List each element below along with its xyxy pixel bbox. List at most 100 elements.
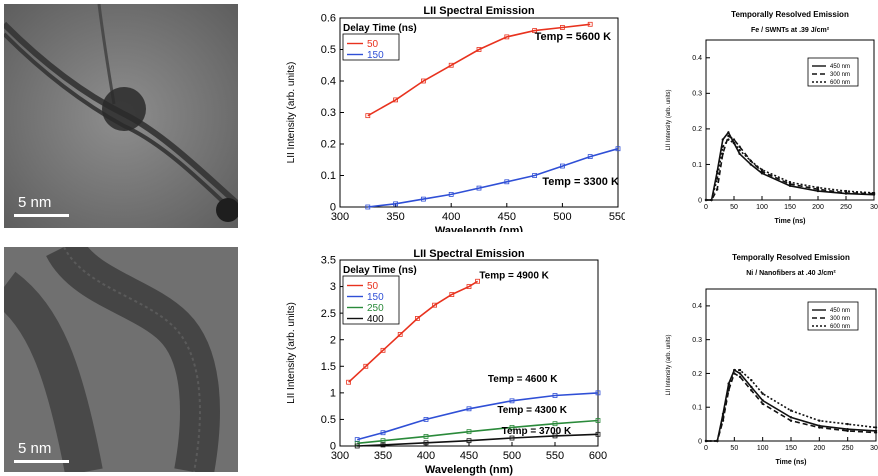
data-point bbox=[559, 25, 565, 30]
y-tick-label: 0.3 bbox=[321, 107, 336, 119]
x-tick-label: 200 bbox=[812, 204, 824, 211]
data-point bbox=[818, 426, 821, 429]
data-point bbox=[816, 188, 820, 191]
x-tick-label: 50 bbox=[730, 204, 738, 211]
x-tick-label: 400 bbox=[442, 211, 460, 223]
data-point bbox=[380, 347, 386, 353]
y-axis-label: LII Intensity (arb. units) bbox=[666, 89, 672, 150]
x-tick-label: 550 bbox=[546, 450, 564, 462]
data-point bbox=[449, 292, 455, 297]
y-tick-label: 0.2 bbox=[321, 139, 336, 151]
x-tick-label: 250 bbox=[840, 204, 852, 211]
scale-label: 5 nm bbox=[18, 194, 52, 211]
data-point bbox=[432, 302, 438, 308]
chart-title: LII Spectral Emission bbox=[413, 248, 525, 260]
data-point bbox=[874, 429, 878, 433]
data-point bbox=[559, 163, 565, 169]
y-tick-label: 0 bbox=[330, 202, 336, 214]
series-line-150 bbox=[356, 392, 599, 441]
data-point bbox=[423, 434, 429, 439]
legend-label: 150 bbox=[367, 50, 384, 61]
scale-bar bbox=[14, 460, 69, 463]
data-point bbox=[760, 168, 764, 171]
data-point bbox=[509, 398, 515, 404]
y-tick-label: 0 bbox=[698, 438, 702, 445]
data-point bbox=[788, 184, 792, 187]
data-point bbox=[846, 422, 849, 426]
data-point bbox=[423, 417, 429, 422]
data-point bbox=[732, 138, 736, 141]
temperature-annotation: Temp = 4300 K bbox=[497, 405, 567, 416]
data-point bbox=[721, 138, 724, 141]
data-point bbox=[738, 368, 742, 372]
data-point bbox=[738, 372, 742, 375]
data-point bbox=[595, 390, 601, 396]
series-line-450-nm bbox=[706, 368, 877, 442]
data-point bbox=[716, 170, 719, 173]
data-point bbox=[448, 191, 454, 197]
data-point bbox=[816, 186, 820, 189]
data-point bbox=[448, 62, 454, 68]
y-tick-label: 0.3 bbox=[692, 91, 702, 98]
data-point bbox=[818, 419, 821, 422]
data-point bbox=[874, 426, 878, 429]
data-point bbox=[414, 316, 420, 321]
y-tick-label: 0.4 bbox=[321, 76, 336, 88]
data-point bbox=[761, 402, 764, 406]
data-point bbox=[732, 141, 736, 145]
data-point bbox=[789, 409, 793, 412]
series-line-300-nm bbox=[706, 134, 875, 201]
legend-label: 50 bbox=[367, 39, 379, 50]
legend-label: 450 nm bbox=[830, 64, 850, 70]
y-tick-label: 1.5 bbox=[321, 361, 336, 373]
data-point bbox=[504, 179, 510, 185]
data-point bbox=[844, 189, 848, 193]
legend-box bbox=[342, 33, 400, 61]
x-tick-label: 350 bbox=[374, 450, 392, 462]
data-point bbox=[532, 28, 538, 34]
y-tick-label: 3 bbox=[330, 281, 336, 293]
legend-label: 50 bbox=[367, 281, 379, 292]
series-line-450-nm bbox=[706, 130, 875, 201]
x-tick-label: 300 bbox=[870, 445, 878, 452]
temperature-annotation: Temp = 4900 K bbox=[479, 271, 549, 282]
y-axis-label: LII Intensity (arb. units) bbox=[666, 334, 672, 395]
data-point bbox=[727, 389, 730, 392]
data-point bbox=[420, 78, 426, 84]
data-point bbox=[466, 406, 472, 412]
y-tick-label: 0.4 bbox=[692, 303, 702, 310]
data-point bbox=[816, 189, 820, 193]
data-point bbox=[532, 173, 538, 178]
legend-label: 400 bbox=[367, 314, 384, 325]
data-point bbox=[476, 185, 482, 191]
series-line-250 bbox=[357, 419, 599, 445]
data-point bbox=[750, 379, 753, 382]
data-point bbox=[552, 421, 558, 427]
data-point bbox=[721, 145, 724, 148]
legend-label: 250 bbox=[367, 303, 384, 314]
data-point bbox=[727, 131, 730, 134]
x-tick-label: 200 bbox=[813, 445, 825, 452]
data-point bbox=[476, 47, 482, 52]
x-tick-label: 150 bbox=[785, 445, 797, 452]
data-point bbox=[721, 416, 725, 419]
data-point bbox=[346, 379, 351, 385]
y-tick-label: 2 bbox=[330, 334, 336, 346]
x-tick-label: 300 bbox=[331, 450, 349, 462]
data-point bbox=[872, 191, 876, 195]
legend-label: 300 nm bbox=[830, 72, 850, 78]
x-tick-label: 500 bbox=[503, 450, 521, 462]
data-point bbox=[466, 284, 472, 289]
data-point bbox=[380, 430, 386, 436]
data-point bbox=[749, 159, 752, 163]
data-point bbox=[397, 332, 403, 337]
x-axis-label: Wavelength (nm) bbox=[435, 225, 524, 232]
x-tick-label: 30 bbox=[870, 204, 878, 211]
y-tick-label: 0.4 bbox=[692, 55, 702, 62]
x-tick-label: 600 bbox=[589, 450, 607, 462]
data-point bbox=[393, 201, 398, 207]
data-point bbox=[716, 177, 719, 180]
chart-subtitle: Fe / SWNTs at .39 J/cm² bbox=[751, 27, 830, 34]
legend-label: 600 nm bbox=[830, 324, 850, 330]
y-tick-label: 1 bbox=[330, 388, 336, 400]
